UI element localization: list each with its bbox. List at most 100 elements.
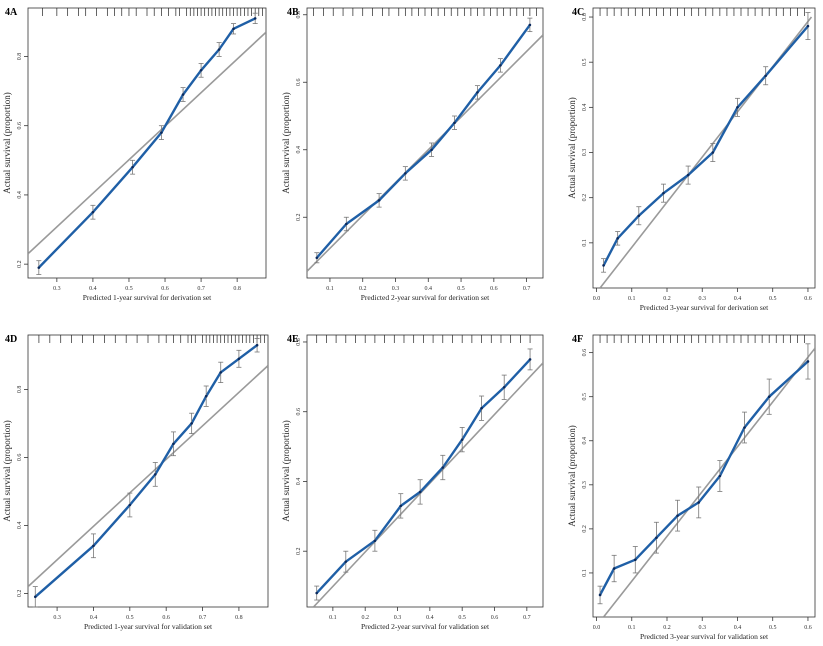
x-tick-label: 0.3 xyxy=(698,296,706,302)
x-tick-label: 0.4 xyxy=(426,615,434,621)
y-tick-label: 0.4 xyxy=(582,104,588,112)
y-tick-label: 0.4 xyxy=(582,437,588,445)
data-point xyxy=(453,121,456,125)
data-point xyxy=(736,106,739,109)
data-point xyxy=(806,24,810,28)
data-point xyxy=(344,560,348,563)
data-point xyxy=(37,266,41,269)
plot-frame xyxy=(306,334,544,608)
panel-4b: 4B 0.1 0.2 0.3 0.4 0.5 0.6 0.7 0.2 0.4 0.6 0.8 Predi… xyxy=(281,7,544,302)
data-point xyxy=(430,148,433,152)
data-point xyxy=(199,69,203,72)
y-axis-title: Actual survival (proportion) xyxy=(2,92,12,193)
data-point xyxy=(718,474,722,478)
reference-line xyxy=(28,31,266,255)
x-tick-label: 0.3 xyxy=(53,615,61,621)
y-tick-label: 0.2 xyxy=(17,260,23,268)
x-tick-label: 0.0 xyxy=(593,296,601,302)
data-point xyxy=(373,539,377,543)
x-tick-label: 0.6 xyxy=(490,286,498,292)
plot-frame xyxy=(306,7,544,279)
x-tick-label: 0.6 xyxy=(491,615,499,621)
y-tick-label: 0.4 xyxy=(296,146,302,154)
data-point xyxy=(633,558,637,562)
x-tick-label: 0.5 xyxy=(125,286,133,292)
data-point xyxy=(806,360,810,363)
y-tick-label: 0.8 xyxy=(296,338,302,346)
data-point xyxy=(528,358,532,361)
observed-line xyxy=(602,25,809,266)
reference-line xyxy=(602,347,815,617)
observed-line xyxy=(34,344,258,598)
x-tick-label: 0.2 xyxy=(663,296,671,302)
x-tick-label: 0.4 xyxy=(90,615,98,621)
y-tick-label: 0.5 xyxy=(582,393,588,401)
y-tick-label: 0.2 xyxy=(582,194,588,202)
data-point xyxy=(764,74,767,78)
x-tick-label: 0.5 xyxy=(769,625,777,631)
y-tick-label: 0.1 xyxy=(582,239,588,247)
panel-label: 4F xyxy=(572,334,583,345)
y-axis-title: Actual survival (proportion) xyxy=(281,420,291,521)
x-tick-label: 0.8 xyxy=(233,286,241,292)
y-tick-label: 0.2 xyxy=(296,214,302,222)
x-tick-label: 0.4 xyxy=(89,286,97,292)
x-tick-label: 0.3 xyxy=(53,286,61,292)
panel-4d: 4D 0.3 0.4 0.5 0.6 0.7 0.8 0.2 0.4 0.6 0.8 Predicte… xyxy=(2,334,269,631)
data-point xyxy=(676,514,679,517)
data-point xyxy=(181,93,185,96)
data-point xyxy=(404,172,407,175)
data-point xyxy=(662,191,665,195)
y-tick-label: 0.2 xyxy=(17,590,23,598)
y-tick-label: 0.1 xyxy=(582,569,588,577)
x-tick-label: 0.7 xyxy=(197,286,205,292)
y-tick-label: 0.8 xyxy=(296,11,302,19)
y-tick-label: 0.4 xyxy=(17,522,23,530)
data-point xyxy=(315,591,318,595)
data-point xyxy=(33,595,37,599)
data-point xyxy=(232,27,235,31)
x-axis-title: Predicted 1-year survival for derivation… xyxy=(83,293,212,302)
x-axis-title: Predicted 3-year survival for derivation… xyxy=(640,303,769,312)
x-axis-title: Predicted 3-year survival for validation… xyxy=(640,632,769,641)
data-point xyxy=(711,151,715,154)
y-axis-title: Actual survival (proportion) xyxy=(2,420,12,521)
x-tick-label: 0.5 xyxy=(769,296,777,302)
data-point xyxy=(255,343,259,347)
x-tick-label: 0.5 xyxy=(126,615,134,621)
y-tick-label: 0.5 xyxy=(582,58,588,66)
x-tick-label: 0.3 xyxy=(394,615,402,621)
data-point xyxy=(153,473,157,476)
data-point xyxy=(418,490,422,494)
data-point xyxy=(480,406,483,410)
data-point xyxy=(602,264,605,267)
data-point xyxy=(612,567,616,570)
x-tick-label: 0.3 xyxy=(698,625,706,631)
data-point xyxy=(217,48,221,51)
plot-frame xyxy=(592,334,816,618)
data-point xyxy=(160,131,163,134)
x-tick-label: 0.2 xyxy=(663,625,671,631)
y-tick-label: 0.6 xyxy=(17,122,23,130)
x-tick-label: 0.7 xyxy=(199,615,207,621)
data-point xyxy=(219,371,223,374)
x-tick-label: 0.3 xyxy=(392,286,400,292)
x-tick-label: 0.2 xyxy=(359,286,367,292)
x-tick-label: 0.1 xyxy=(329,615,337,621)
x-tick-label: 0.6 xyxy=(162,615,170,621)
y-tick-label: 0.8 xyxy=(17,53,23,61)
x-tick-label: 0.6 xyxy=(804,625,812,631)
y-axis-title: Actual survival (proportion) xyxy=(567,97,577,198)
y-tick-label: 0.4 xyxy=(296,478,302,486)
y-tick-label: 0.3 xyxy=(582,481,588,489)
data-point xyxy=(502,386,506,389)
x-tick-label: 0.8 xyxy=(235,615,243,621)
y-tick-label: 0.6 xyxy=(296,408,302,416)
y-tick-label: 0.3 xyxy=(582,149,588,157)
data-point xyxy=(253,17,257,20)
data-point xyxy=(377,199,381,202)
panel-label: 4C xyxy=(572,7,584,18)
data-point xyxy=(204,394,208,398)
y-tick-label: 0.2 xyxy=(296,547,302,555)
